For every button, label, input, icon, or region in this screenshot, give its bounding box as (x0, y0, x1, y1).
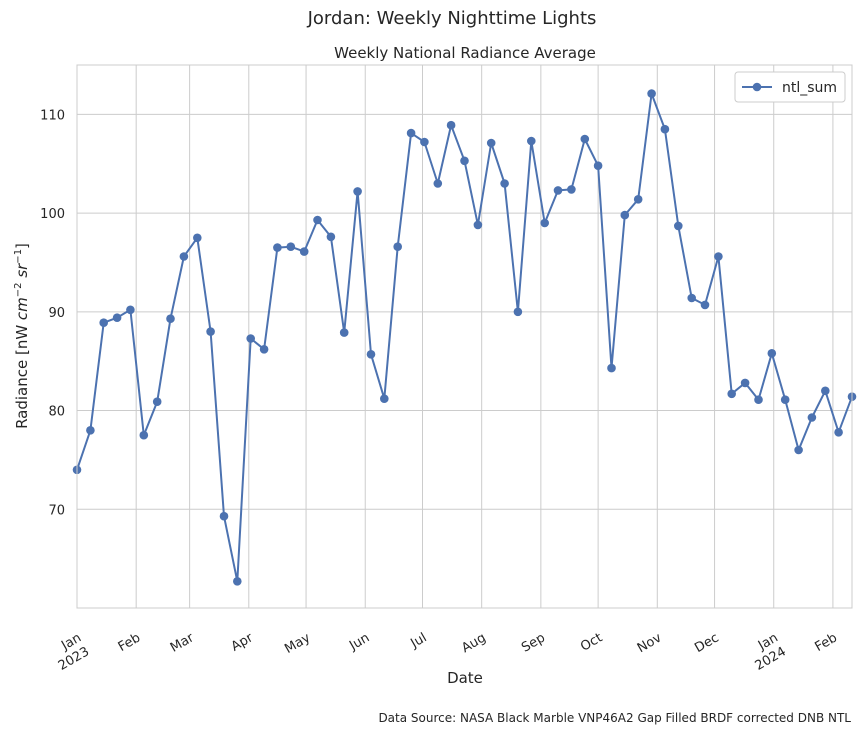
data-point (166, 314, 175, 324)
data-point (339, 328, 349, 337)
series-ntl_sum (72, 89, 857, 586)
legend-label: ntl_sum (782, 80, 837, 96)
data-point (99, 318, 108, 328)
data-point (179, 252, 189, 261)
data-point (553, 186, 563, 195)
data-point (420, 137, 429, 147)
data-point (674, 221, 683, 231)
legend-box (734, 71, 846, 103)
data-point (754, 395, 763, 405)
x-tick-label: Feb (116, 630, 143, 655)
y-tick-label: 70 (48, 503, 65, 518)
data-point (500, 179, 509, 188)
x-tick-label: Jun (346, 630, 372, 654)
data-point (620, 210, 630, 220)
data-point (380, 394, 389, 404)
data-point (540, 218, 549, 228)
x-tick-label: Oct (578, 630, 605, 654)
data-point (607, 363, 616, 373)
data-point (473, 220, 483, 230)
x-tick-label: Sep (519, 630, 548, 655)
data-point (700, 300, 710, 310)
data-point (246, 334, 255, 343)
y-tick-label: 80 (48, 405, 65, 420)
legend-marker (752, 82, 762, 92)
data-point (794, 445, 803, 455)
y-tick-label: 90 (48, 306, 65, 321)
x-tick-labels: Jan2023 Feb Mar Apr May Jun Jul Aug Sep Oct Nov Dec… (48, 630, 840, 674)
x-tick-label: Nov (635, 630, 665, 656)
data-point (780, 395, 790, 405)
data-point (740, 378, 750, 388)
data-point (206, 327, 215, 336)
data-point (313, 215, 322, 225)
chart-title: Weekly National Radiance Average (334, 44, 596, 62)
x-axis-label: Date (447, 669, 483, 687)
x-tick-label: Apr (229, 630, 257, 655)
data-point (126, 305, 135, 315)
plot-frame (76, 64, 853, 609)
data-point (353, 187, 362, 196)
x-tick-label: Jan2024 (745, 630, 789, 673)
plot-area (72, 64, 857, 609)
data-point (527, 136, 536, 146)
x-tick-label: Mar (168, 630, 197, 656)
data-point (807, 413, 817, 422)
data-point (193, 233, 202, 243)
data-point (486, 138, 496, 148)
data-point (152, 397, 162, 407)
data-point (460, 156, 469, 166)
data-point (233, 577, 242, 586)
x-tick-label: Feb (812, 630, 839, 655)
data-point (86, 426, 95, 435)
data-point (446, 120, 456, 130)
data-point (273, 243, 282, 252)
legend: ntl_sum (734, 71, 846, 103)
data-source-note: Data Source: NASA Black Marble VNP46A2 G… (378, 711, 851, 725)
data-point (366, 350, 376, 359)
y-tick-label: 110 (40, 108, 65, 123)
data-point (112, 313, 122, 323)
data-point (139, 430, 149, 440)
data-point (326, 232, 336, 242)
x-tick-label: Aug (459, 630, 488, 656)
data-point (299, 247, 309, 256)
data-point (406, 128, 416, 138)
data-point (259, 345, 269, 354)
y-tick-label: 100 (40, 207, 65, 222)
y-tick-labels: 70 80 90 100 110 (40, 108, 65, 518)
data-point (714, 252, 723, 261)
x-tick-label: Dec (692, 630, 721, 656)
x-tick-label: Jan2023 (48, 630, 92, 673)
data-point (513, 307, 523, 317)
data-point (567, 185, 576, 194)
y-axis-label: Radiance [nW cm−2 sr−1] (13, 243, 31, 429)
plot-background (77, 65, 852, 608)
data-point (727, 389, 736, 399)
data-point (834, 428, 843, 437)
data-point (580, 134, 590, 144)
data-point (687, 293, 696, 303)
x-tick-label: Jul (408, 630, 430, 651)
data-point (219, 511, 229, 521)
data-point (660, 124, 670, 134)
data-point (821, 386, 830, 396)
data-point (647, 89, 656, 98)
data-point (593, 161, 603, 170)
chart-suptitle: Jordan: Weekly Nighttime Lights (307, 8, 597, 29)
data-point (393, 242, 403, 251)
data-point (767, 349, 777, 358)
data-point (633, 195, 643, 204)
data-point (286, 242, 296, 251)
x-tick-label: May (282, 630, 313, 657)
data-point (433, 179, 443, 188)
